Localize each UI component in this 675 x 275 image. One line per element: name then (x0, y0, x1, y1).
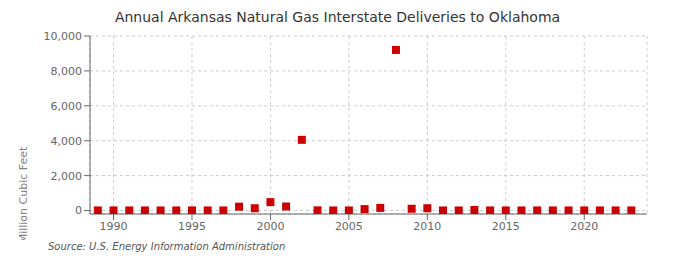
svg-text:2005: 2005 (335, 220, 363, 233)
html-text:Source: U.S. Energy Informatio: Source: U.S. Energy Information Administ… (48, 241, 286, 252)
svg-text:6,000: 6,000 (51, 100, 83, 113)
svg-text:2,000: 2,000 (51, 170, 83, 183)
html-text:Annual Arkansas Natural Gas In: Annual Arkansas Natural Gas Interstate D… (114, 9, 561, 25)
svg-text:8,000: 8,000 (51, 65, 83, 78)
svg-text:1990: 1990 (100, 220, 128, 233)
svg-text:2000: 2000 (256, 220, 284, 233)
svg-text:10,000: 10,000 (44, 30, 83, 43)
svg-text:Million Cubic Feet: Million Cubic Feet (17, 146, 30, 240)
svg-text:1995: 1995 (178, 220, 206, 233)
svg-text:2010: 2010 (413, 220, 441, 233)
svg-text:2015: 2015 (492, 220, 520, 233)
svg-text:4,000: 4,000 (51, 135, 83, 148)
svg-text:2020: 2020 (570, 220, 598, 233)
svg-text:0: 0 (75, 204, 82, 217)
